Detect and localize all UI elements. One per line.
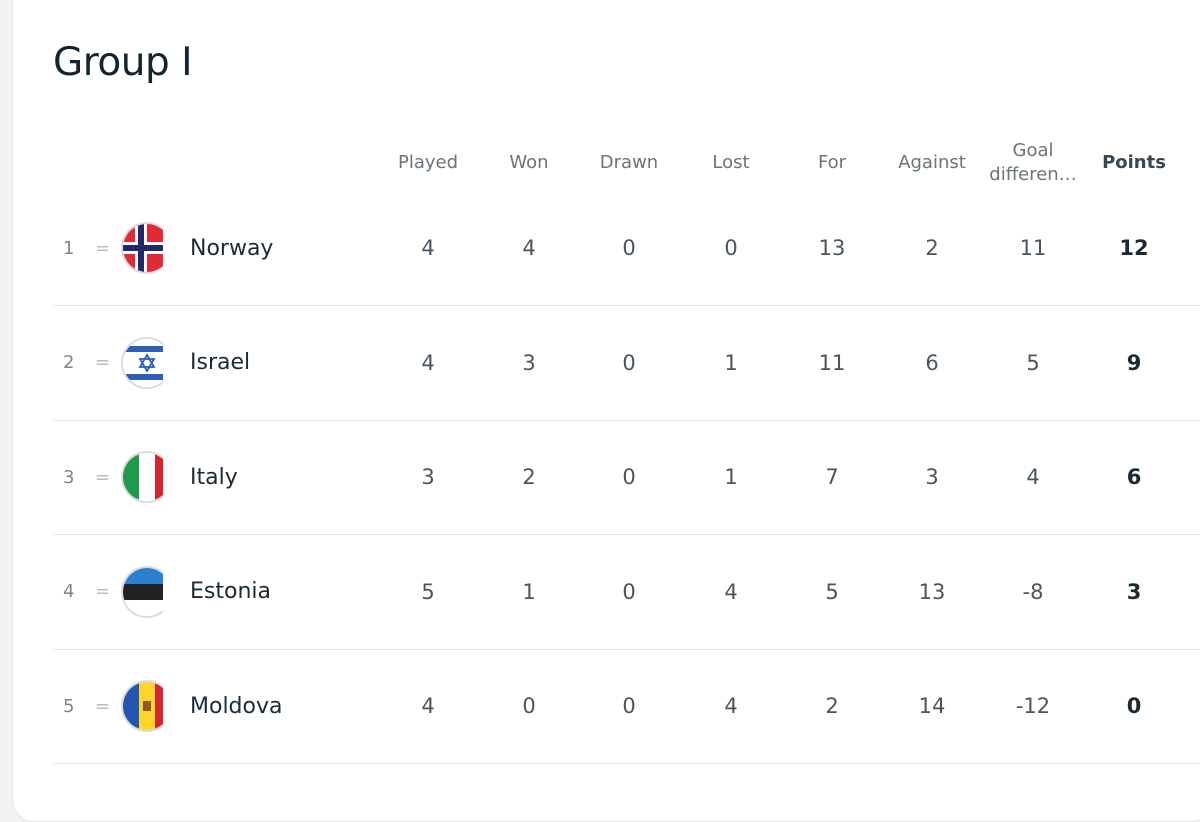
cell-goal-difference: 11 [1019, 236, 1047, 260]
cell-drawn: 0 [622, 350, 636, 375]
cell-goal-difference: 4 [1026, 465, 1040, 489]
position: 5 [63, 695, 75, 717]
column-header-against[interactable]: Against [898, 152, 966, 173]
cell-goal-difference: -12 [1015, 694, 1051, 718]
cell-won: 2 [522, 465, 536, 489]
cell-for: 5 [825, 579, 839, 604]
cell-for: 7 [825, 465, 839, 489]
cell-for: 11 [818, 350, 846, 375]
norway-flag-icon [121, 220, 163, 276]
group-title: Group I [53, 40, 193, 85]
position-unchanged-icon: = [95, 352, 111, 373]
position-unchanged-icon: = [95, 581, 111, 602]
position: 4 [63, 581, 75, 602]
cell-drawn: 0 [622, 236, 636, 260]
cell-for: 13 [818, 236, 846, 260]
column-header-lost[interactable]: Lost [712, 152, 750, 173]
table-row[interactable]: 4 = Estonia 5 1 0 4 5 13 -8 3 [53, 535, 1200, 650]
cell-lost: 0 [724, 236, 738, 260]
column-header-played[interactable]: Played [397, 152, 459, 173]
cell-points: 6 [1126, 465, 1142, 489]
cell-played: 4 [421, 694, 435, 718]
cell-drawn: 0 [622, 694, 636, 718]
estonia-flag-icon [121, 564, 163, 620]
cell-won: 3 [522, 350, 536, 375]
cell-against: 14 [918, 694, 946, 718]
cell-points: 0 [1126, 694, 1142, 718]
cell-won: 4 [522, 236, 536, 260]
standings-card [12, 0, 1200, 822]
position: 3 [63, 466, 75, 488]
cell-points: 9 [1126, 350, 1142, 375]
team-name[interactable]: Moldova [190, 693, 283, 719]
cell-won: 0 [522, 694, 536, 718]
cell-against: 13 [918, 579, 946, 604]
column-header-points[interactable]: Points [1102, 152, 1166, 173]
cell-against: 3 [925, 465, 939, 489]
cell-drawn: 0 [622, 579, 636, 604]
cell-against: 6 [925, 350, 939, 375]
cell-points: 3 [1126, 579, 1142, 604]
cell-lost: 4 [724, 694, 738, 718]
table-row[interactable]: 1 = Norway 4 4 0 0 13 2 11 12 [53, 191, 1200, 306]
team-name[interactable]: Estonia [190, 579, 271, 604]
position: 1 [63, 237, 75, 259]
column-header-for[interactable]: For [817, 152, 847, 173]
position-unchanged-icon: = [95, 466, 111, 488]
cell-played: 3 [421, 465, 435, 489]
column-header-drawn[interactable]: Drawn [599, 152, 659, 173]
table-row[interactable]: 3 = Italy 3 2 0 1 7 3 4 6 [53, 420, 1200, 535]
cell-lost: 1 [724, 350, 738, 375]
position-unchanged-icon: = [95, 695, 111, 717]
cell-played: 4 [421, 350, 435, 375]
position-unchanged-icon: = [95, 237, 111, 259]
cell-for: 2 [825, 694, 839, 718]
column-header-won[interactable]: Won [509, 152, 549, 173]
cell-played: 4 [421, 236, 435, 260]
cell-lost: 4 [724, 579, 738, 604]
cell-lost: 1 [724, 465, 738, 489]
team-name[interactable]: Norway [190, 235, 274, 261]
cell-points: 12 [1119, 236, 1149, 260]
cell-played: 5 [421, 579, 435, 604]
italy-flag-icon [121, 449, 163, 505]
table-row[interactable]: 2 = Israel 4 3 0 1 11 6 5 9 [53, 306, 1200, 421]
column-header-goal-difference[interactable]: Goal differen… [989, 140, 1077, 185]
cell-goal-difference: -8 [1022, 579, 1044, 604]
team-name[interactable]: Israel [190, 350, 251, 375]
cell-won: 1 [522, 579, 536, 604]
israel-flag-icon [121, 335, 163, 391]
cell-against: 2 [925, 236, 939, 260]
cell-goal-difference: 5 [1026, 350, 1040, 375]
team-name[interactable]: Italy [190, 464, 238, 490]
position: 2 [63, 352, 75, 373]
table-row[interactable]: 5 = Moldova 4 0 0 4 2 14 -12 0 [53, 649, 1200, 764]
moldova-flag-icon [121, 678, 163, 734]
cell-drawn: 0 [622, 465, 636, 489]
